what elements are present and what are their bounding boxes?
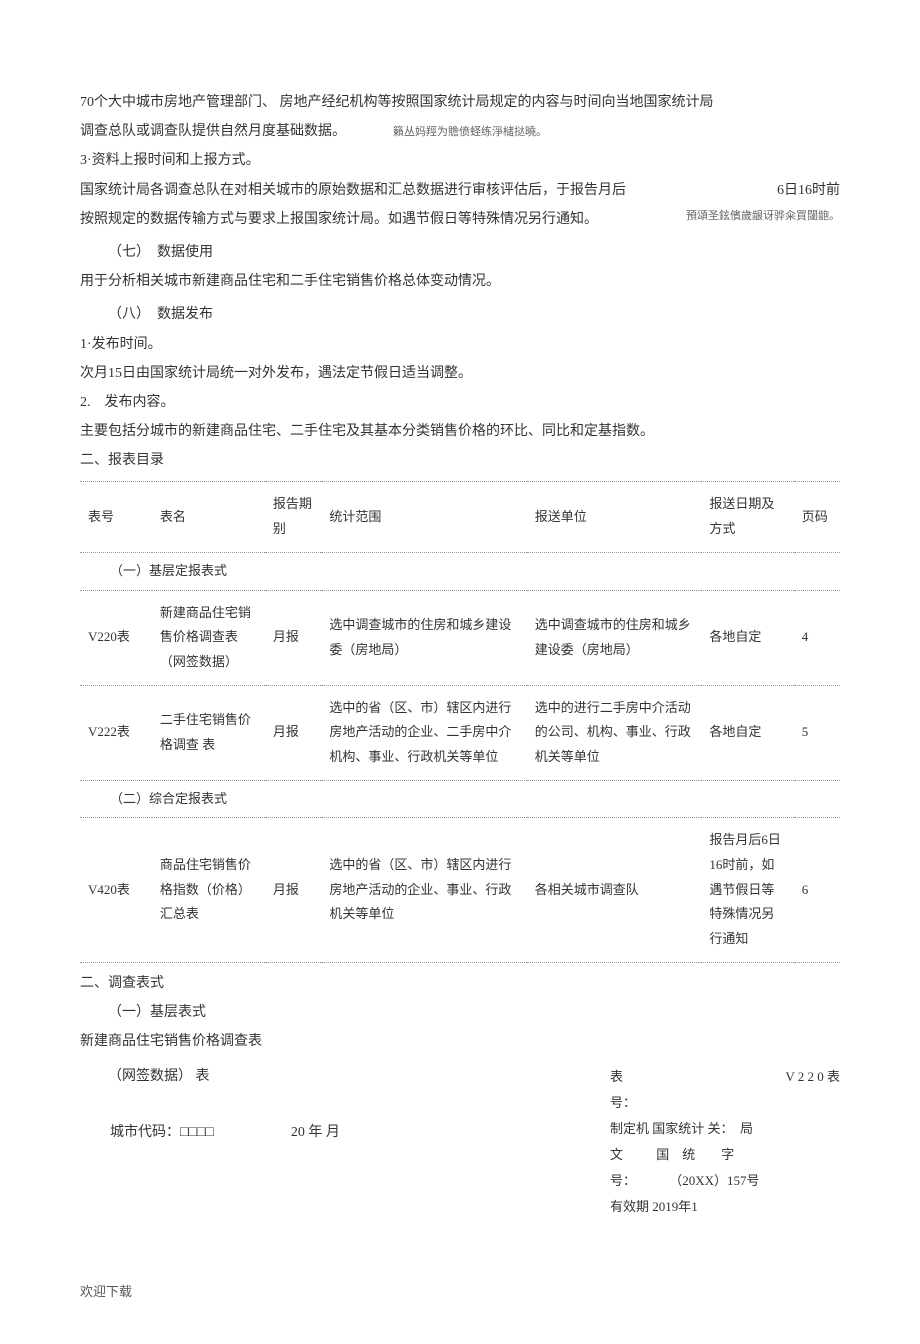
table-header-cell: 报送单位 [527, 482, 702, 552]
table-cell: 月报 [265, 685, 321, 780]
meta-label: 号： [610, 1173, 636, 1188]
table-cell: 各地自定 [701, 685, 793, 780]
paragraph: 2. 发布内容。 [80, 390, 840, 415]
meta-row: 号： （20XX）157号 [610, 1168, 840, 1194]
text: 调查总队或调查队提供自然月度基础数据。 [80, 124, 346, 139]
form-title: 新建商品住宅销售价格调查表 [80, 1029, 840, 1054]
table-cell: 各相关城市调查队 [527, 818, 702, 962]
table-subheader-row: （二）综合定报表式 [80, 780, 840, 818]
meta-row: 表 V 2 2 0 表 [610, 1064, 840, 1090]
paragraph: 按照规定的数据传输方式与要求上报国家统计局。如遇节假日等特殊情况另行通知。 預頌… [80, 207, 840, 232]
section-heading: （一）基层表式 [80, 1000, 840, 1025]
table-row: V420表 商品住宅销售价格指数（价格）汇总表 月报 选中的省（区、市）辖区内进… [80, 818, 840, 962]
section-heading: 二、报表目录 [80, 448, 840, 473]
section-heading: （七） 数据使用 [80, 240, 840, 265]
table-row: V220表 新建商品住宅销售价格调查表（网签数据） 月报 选中调查城市的住房和城… [80, 590, 840, 685]
meta-row: 号： [610, 1090, 840, 1116]
paragraph: 国家统计局各调查总队在对相关城市的原始数据和汇总数据进行审核评估后，于报告月后 … [80, 178, 840, 203]
table-cell: 月报 [265, 818, 321, 962]
meta-label: 制定机 [610, 1121, 649, 1136]
paragraph: 3·资料上报时间和上报方式。 [80, 148, 840, 173]
table-cell: 选中的省（区、市）辖区内进行房地产活动的企业、二手房中介机构、事业、行政机关等单… [321, 685, 526, 780]
meta-row: 文 国 统 字 [610, 1142, 840, 1168]
meta-label: 文 [610, 1147, 623, 1162]
table-header-cell: 页码 [794, 482, 840, 552]
table-cell: V420表 [80, 818, 152, 962]
table-cell: V220表 [80, 590, 152, 685]
table-cell: 6 [794, 818, 840, 962]
section-heading: （八） 数据发布 [80, 302, 840, 327]
table-cell: 二手住宅销售价格调查 表 [152, 685, 265, 780]
meta-value: 国 统 字 [626, 1147, 734, 1162]
table-cell: 选中的进行二手房中介活动的公司、机构、事业、行政机关等单位 [527, 685, 702, 780]
table-cell: 选中调查城市的住房和城乡建设委（房地局） [321, 590, 526, 685]
paragraph: 70个大中城市房地产管理部门、 房地产经纪机构等按照国家统计局规定的内容与时间向… [80, 90, 840, 115]
meta-value: 2019年1 [652, 1199, 698, 1214]
table-cell: 5 [794, 685, 840, 780]
paragraph: 主要包括分城市的新建商品住宅、二手住宅及其基本分类销售价格的环比、同比和定基指数… [80, 419, 840, 444]
meta-value: 国家统计 关： 局 [652, 1121, 753, 1136]
footer-text: 欢迎下载 [80, 1280, 840, 1303]
table-cell: V222表 [80, 685, 152, 780]
meta-label: 有效期 [610, 1199, 649, 1214]
note-text: 預頌圣鉉儐歲龈讶骅籴買闥龅。 [686, 207, 840, 227]
text: 按照规定的数据传输方式与要求上报国家统计局。如遇节假日等特殊情况另行通知。 [80, 212, 598, 227]
table-cell: 商品住宅销售价格指数（价格）汇总表 [152, 818, 265, 962]
table-subheader-cell: （二）综合定报表式 [80, 780, 840, 818]
meta-row: 制定机 国家统计 关： 局 [610, 1116, 840, 1142]
table-header-row: 表号 表名 报告期别 统计范围 报送单位 报送日期及方式 页码 [80, 482, 840, 552]
table-cell: 各地自定 [701, 590, 793, 685]
meta-value: V 2 2 0 表 [623, 1064, 840, 1090]
table-header-cell: 统计范围 [321, 482, 526, 552]
text: 国家统计局各调查总队在对相关城市的原始数据和汇总数据进行审核评估后，于报告月后 [80, 183, 626, 198]
table-cell: 选中的省（区、市）辖区内进行房地产活动的企业、事业、行政机关等单位 [321, 818, 526, 962]
meta-row: 有效期 2019年1 [610, 1194, 840, 1220]
form-meta-left: （网签数据） 表 城市代码：□□□□ 20 年 月 [80, 1064, 610, 1220]
table-cell: 选中调查城市的住房和城乡建设委（房地局） [527, 590, 702, 685]
table-subheader-row: （一）基层定报表式 [80, 552, 840, 590]
meta-value: （20XX）157号 [639, 1173, 759, 1188]
text: 6日16时前 [777, 178, 840, 203]
table-header-cell: 表号 [80, 482, 152, 552]
note-text: 籟丛妈羥为贍偾蛏练淨槠挞曉。 [393, 126, 547, 138]
table-cell: 月报 [265, 590, 321, 685]
paragraph: 调查总队或调查队提供自然月度基础数据。 籟丛妈羥为贍偾蛏练淨槠挞曉。 [80, 119, 840, 144]
table-row: V222表 二手住宅销售价格调查 表 月报 选中的省（区、市）辖区内进行房地产活… [80, 685, 840, 780]
city-code-label: 城市代码：□□□□ [110, 1125, 214, 1140]
table-header-cell: 表名 [152, 482, 265, 552]
paragraph: 次月15日由国家统计局统一对外发布，遇法定节假日适当调整。 [80, 361, 840, 386]
table-cell: 报告月后6日16时前，如遇节假日等特殊情况另行通知 [701, 818, 793, 962]
table-header-cell: 报告期别 [265, 482, 321, 552]
city-code-row: 城市代码：□□□□ 20 年 月 [80, 1120, 610, 1145]
section-heading: 二、调查表式 [80, 971, 840, 996]
table-cell: 4 [794, 590, 840, 685]
form-subtitle: （网签数据） 表 [80, 1064, 610, 1089]
paragraph: 1·发布时间。 [80, 332, 840, 357]
paragraph: 用于分析相关城市新建商品住宅和二手住宅销售价格总体变动情况。 [80, 269, 840, 294]
form-meta-section: （网签数据） 表 城市代码：□□□□ 20 年 月 表 V 2 2 0 表 号：… [80, 1064, 840, 1220]
table-subheader-cell: （一）基层定报表式 [80, 552, 840, 590]
date-label: 20 年 月 [291, 1125, 340, 1140]
meta-label: 表 [610, 1064, 623, 1090]
report-directory-table: 表号 表名 报告期别 统计范围 报送单位 报送日期及方式 页码 （一）基层定报表… [80, 481, 840, 962]
form-meta-right: 表 V 2 2 0 表 号： 制定机 国家统计 关： 局 文 国 统 字 号： … [610, 1064, 840, 1220]
table-cell: 新建商品住宅销售价格调查表（网签数据） [152, 590, 265, 685]
table-header-cell: 报送日期及方式 [701, 482, 793, 552]
